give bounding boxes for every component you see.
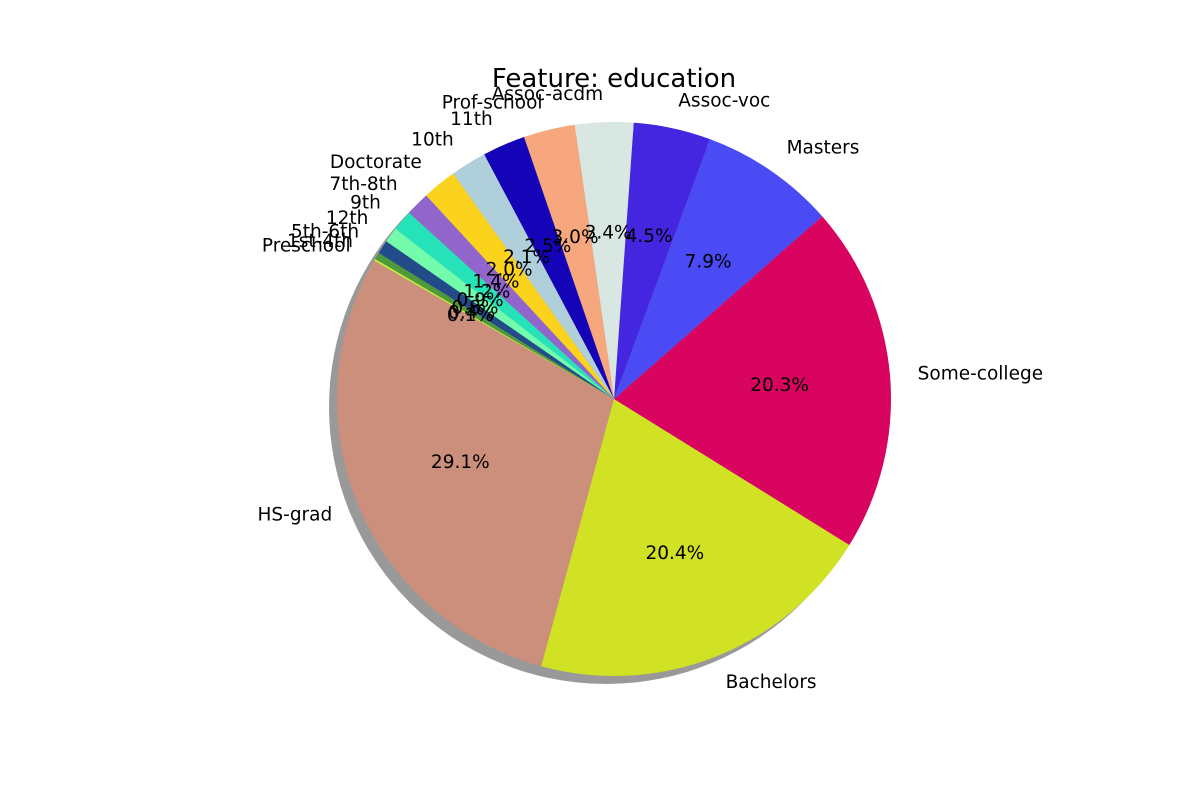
pie-label-7th-8th: 7th-8th [329, 174, 397, 195]
pie-slice-doctorate [426, 173, 614, 399]
pie-slice-bachelors [541, 399, 850, 676]
pie-slice-11th [484, 137, 614, 400]
pie-pct-preschool: 0.1% [447, 305, 494, 326]
pie-label-assoc-voc: Assoc-voc [678, 91, 770, 112]
pie-label-5th-6th: 5th-6th [291, 221, 359, 242]
pie-label-11th: 11th [450, 109, 493, 130]
pie-pct-assoc-voc: 4.5% [626, 226, 673, 247]
pie-pct-10th: 2.1% [503, 247, 550, 268]
pie-pct-12th: 0.9% [457, 290, 504, 311]
pie-pct-prof-school: 3.0% [552, 227, 599, 248]
pie-label-some-college: Some-college [918, 363, 1043, 384]
pie-pct-hs-grad: 29.1% [431, 452, 490, 473]
pie-label-bachelors: Bachelors [726, 672, 817, 693]
pie-pct-some-college: 20.3% [750, 375, 809, 396]
pie-pct-5th-6th: 0.8% [451, 297, 498, 318]
pie-slice-1st-4th [374, 253, 614, 399]
pie-label-assoc-acdm: Assoc-acdm [492, 84, 603, 105]
pie-slice-assoc-voc [614, 122, 711, 400]
pie-slice-hs-grad [337, 260, 614, 667]
pie-slice-5th-6th [378, 241, 614, 399]
pie-pct-1st-4th: 0.4% [448, 303, 495, 324]
pie-pct-7th-8th: 1.4% [472, 271, 519, 292]
pie-label-preschool: Preschool [262, 235, 351, 256]
chart-title: Feature: education [492, 64, 736, 94]
pie-category-labels: HS-grad Bachelors Some-college Masters Assoc… [257, 84, 1043, 693]
pie-label-prof-school: Prof-school [442, 92, 543, 113]
pie-label-12th: 12th [326, 208, 369, 229]
pie-label-doctorate: Doctorate [330, 152, 422, 173]
pie-slice-10th [453, 154, 614, 399]
pie-slice-preschool [374, 258, 614, 399]
pie-label-masters: Masters [787, 137, 860, 158]
pie-slice-masters [614, 139, 823, 399]
pie-slice-prof-school [524, 124, 614, 399]
pie-pct-11th: 2.5% [524, 236, 571, 257]
pie-pct-9th: 1.2% [463, 281, 510, 302]
pie-slice-some-college [614, 216, 892, 545]
pie-label-10th: 10th [411, 129, 454, 150]
pie-label-hs-grad: HS-grad [257, 505, 332, 526]
pie-slice-7th-8th [408, 195, 614, 399]
pie-label-9th: 9th [350, 192, 381, 213]
pie-pct-masters: 7.9% [685, 252, 732, 273]
pie-slice-12th [386, 228, 614, 399]
pie-slices [337, 121, 892, 676]
pie-slice-9th [395, 212, 614, 399]
pie-slice-assoc-acdm [574, 121, 634, 399]
pie-percent-labels: 29.1% 20.4% 20.3% 7.9% 4.5%3.4%3.0%2.5%2.1%2… [431, 222, 809, 564]
pie-label-1st-4th: 1st-4th [287, 231, 353, 252]
pie-pct-doctorate: 2.0% [486, 260, 533, 281]
pie-pct-assoc-acdm: 3.4% [585, 222, 632, 243]
pie-pct-bachelors: 20.4% [645, 543, 704, 564]
